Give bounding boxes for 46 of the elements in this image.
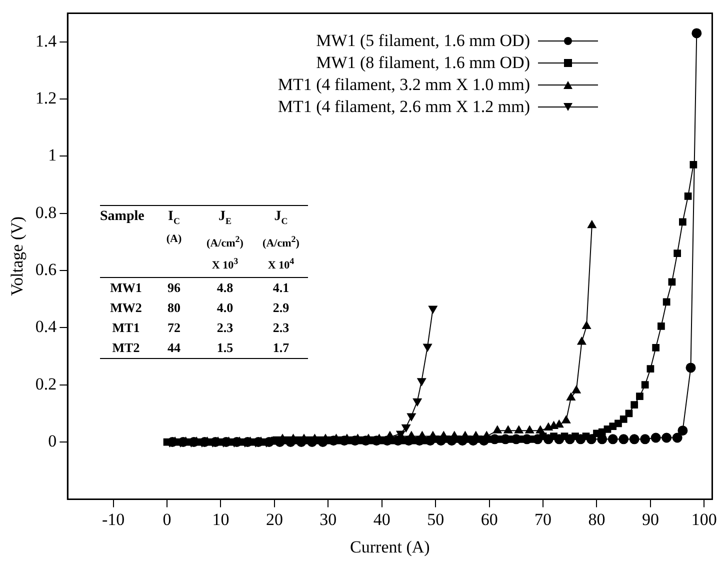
- x-tick-label: -10: [102, 510, 125, 529]
- legend-label: MT1 (4 filament, 3.2 mm X 1.0 mm): [278, 74, 530, 96]
- x-tick-label: 80: [588, 510, 606, 529]
- annotation: 2.3: [216, 319, 234, 338]
- y-tick-label: 0.4: [35, 317, 58, 336]
- annotation: 2.3: [272, 319, 290, 338]
- annotation: 80: [166, 299, 182, 318]
- x-tick-label: 100: [691, 510, 717, 529]
- annotation: I$_{C}$ (A): [152, 206, 196, 278]
- annotation: MT1: [111, 319, 141, 338]
- annotation: 44: [166, 339, 182, 358]
- annotation: 4.0: [216, 299, 234, 318]
- annotation: MW2: [109, 299, 143, 318]
- y-tick-label: 1.2: [35, 88, 57, 108]
- x-tick-label: 20: [266, 510, 283, 529]
- y-tick-label: 0.2: [35, 374, 57, 394]
- legend-label: MT1 (4 filament, 2.6 mm X 1.2 mm): [278, 96, 530, 118]
- y-tick-label: 1.4: [35, 31, 58, 50]
- y-tick-label: 0.8: [35, 202, 57, 222]
- legend-label: MW1 (5 filament, 1.6 mm OD): [316, 30, 530, 52]
- annotation: 1.7: [272, 339, 290, 358]
- annotation: Sample: [100, 206, 152, 278]
- x-tick-label: 90: [642, 510, 659, 529]
- x-tick-label: 10: [212, 510, 230, 529]
- annotation: MW1: [109, 279, 143, 298]
- legend-label: MW1 (8 filament, 1.6 mm OD): [316, 52, 530, 74]
- annotation: 4.8: [216, 279, 234, 298]
- x-axis-title: Current (A): [350, 537, 430, 556]
- x-tick-label: 70: [534, 510, 552, 529]
- x-tick-label: 40: [373, 510, 390, 529]
- text: J$_{E}$ (A/cm$^{2}$) X 10$^{3}$: [206, 209, 244, 272]
- x-tick-label: 50: [427, 510, 444, 529]
- x-tick-label: 0: [162, 510, 172, 529]
- y-axis-title: Voltage (V): [8, 216, 27, 296]
- x-tick-label: 30: [320, 510, 337, 529]
- annotation: 72: [166, 319, 182, 338]
- annotation: 2.9: [272, 299, 290, 318]
- text: J$_{C}$ (A/cm$^{2}$) X 10$^{4}$: [262, 209, 300, 272]
- y-tick-label: 0.6: [35, 260, 57, 279]
- annotation: 1.5: [216, 339, 234, 358]
- x-tick-label: 60: [480, 510, 498, 529]
- annotation: MT2: [111, 339, 141, 358]
- y-tick-label: 0: [48, 431, 57, 450]
- annotation: 4.1: [272, 279, 290, 298]
- annotation: 96: [166, 279, 182, 298]
- y-tick-label: 1: [48, 146, 57, 165]
